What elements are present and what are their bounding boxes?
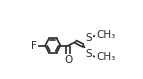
Text: F: F — [31, 41, 37, 51]
Text: CH₃: CH₃ — [97, 52, 116, 62]
Text: S: S — [85, 33, 92, 43]
Text: O: O — [64, 55, 72, 65]
Text: CH₃: CH₃ — [97, 30, 116, 40]
Text: S: S — [85, 49, 92, 59]
